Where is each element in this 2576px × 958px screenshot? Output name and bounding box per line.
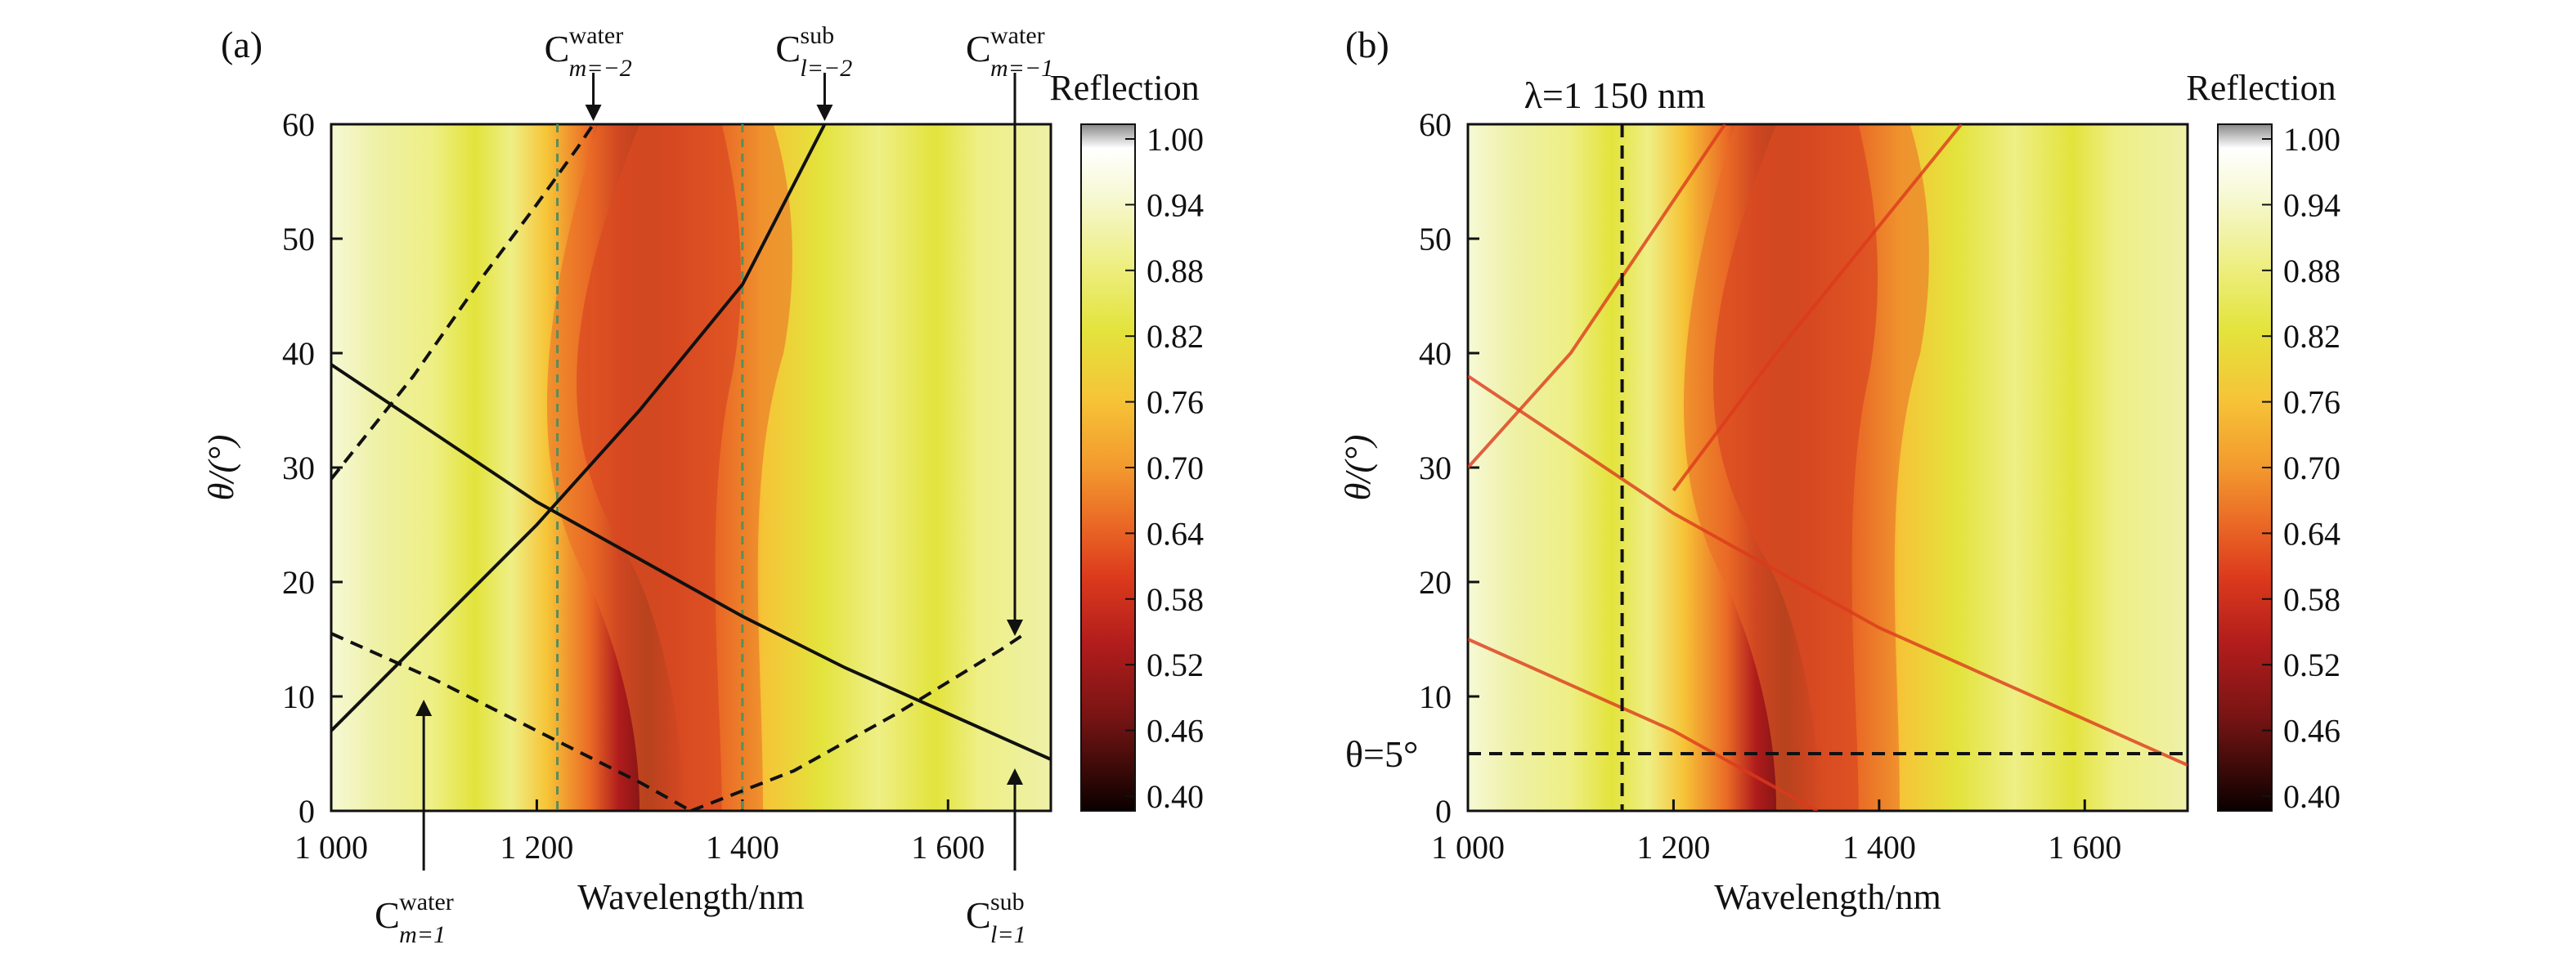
horizontal-marker-label: θ=5° bbox=[1345, 733, 1418, 775]
annotation-label: C bbox=[775, 28, 801, 69]
x-tick-label: 1 000 bbox=[294, 829, 368, 866]
annotation-superscript: sub bbox=[990, 889, 1025, 915]
y-tick-label: 60 bbox=[282, 106, 315, 143]
x-tick-label: 1 600 bbox=[911, 829, 985, 866]
y-tick-label: 30 bbox=[282, 450, 315, 486]
x-tick-label: 1 400 bbox=[706, 829, 779, 866]
dashed-curve bbox=[331, 632, 692, 811]
resonance-trace bbox=[1672, 124, 1963, 492]
x-tick-label: 1 000 bbox=[1431, 829, 1505, 866]
resonance-traces bbox=[1468, 124, 2188, 811]
colorbar-tick-label: 0.58 bbox=[2283, 581, 2340, 618]
colorbar-tick-label: 0.52 bbox=[2283, 647, 2340, 683]
colorbar-tick-label: 0.94 bbox=[1147, 186, 1204, 223]
arrow-head bbox=[816, 105, 833, 121]
y-tick-label: 20 bbox=[1419, 564, 1452, 601]
arrow-head bbox=[585, 105, 602, 121]
colorbar-tick-label: 0.58 bbox=[1147, 581, 1204, 618]
colorbar-tick-label: 0.76 bbox=[1147, 384, 1204, 421]
y-tick-label: 0 bbox=[298, 793, 315, 830]
y-tick-label: 0 bbox=[1435, 793, 1452, 830]
x-axis-label: Wavelength/nm bbox=[577, 877, 805, 917]
annotation-label: C bbox=[545, 28, 570, 69]
annotation-label: C bbox=[966, 28, 991, 69]
panel-b: 1 000 1 200 1 400 1 600 0 10 20 30 40 50 60 Wavelen… bbox=[1338, 24, 2340, 917]
x-tick-label: 1 200 bbox=[1636, 829, 1710, 866]
x-tick-label: 1 200 bbox=[500, 829, 573, 866]
y-tick-label: 40 bbox=[1419, 335, 1452, 372]
annotation-subscript: m=−1 bbox=[990, 55, 1053, 82]
annotation-subscript: l=−2 bbox=[800, 55, 852, 82]
y-tick-label: 10 bbox=[1419, 678, 1452, 715]
resonance-band-outer bbox=[1684, 124, 1929, 811]
overlay-lines bbox=[331, 124, 1051, 811]
resonance-trace bbox=[1468, 638, 1819, 811]
x-tick-label: 1 400 bbox=[1842, 829, 1916, 866]
panel-a: 1 000 1 200 1 400 1 600 0 10 20 30 40 50 60 Wavelen… bbox=[201, 22, 1204, 948]
annotation-subscript: m=1 bbox=[399, 921, 446, 948]
solid-curve bbox=[331, 124, 827, 732]
colorbar-tick-label: 0.82 bbox=[1147, 318, 1204, 355]
solid-curve bbox=[331, 363, 1051, 761]
colorbar-tick-label: 1.00 bbox=[2283, 121, 2340, 158]
colorbar-tick-label: 0.64 bbox=[1147, 515, 1204, 552]
y-axis-label: θ/(°) bbox=[1338, 435, 1378, 501]
colorbar-tick-label: 0.70 bbox=[2283, 450, 2340, 486]
y-tick-label: 40 bbox=[282, 335, 315, 372]
y-tick-label: 10 bbox=[282, 678, 315, 715]
y-tick-label: 50 bbox=[1419, 221, 1452, 257]
heatmap-field bbox=[1468, 124, 2188, 811]
panel-label: (b) bbox=[1345, 24, 1389, 65]
dashed-curve bbox=[690, 632, 1026, 811]
colorbar-tick-label: 0.94 bbox=[2283, 186, 2340, 223]
colorbar-tick-label: 0.40 bbox=[2283, 778, 2340, 815]
arrow-head bbox=[1007, 620, 1023, 636]
panel-label: (a) bbox=[221, 24, 263, 65]
annotation-subscript: l=1 bbox=[990, 921, 1026, 948]
y-tick-label: 50 bbox=[282, 221, 315, 257]
resonance-trace bbox=[1468, 124, 1726, 469]
x-tick-label: 1 600 bbox=[2048, 829, 2121, 866]
colorbar-title: Reflection bbox=[2186, 68, 2336, 108]
arrow-head bbox=[1007, 768, 1023, 785]
y-tick-label: 60 bbox=[1419, 106, 1452, 143]
annotation-label: C bbox=[966, 894, 991, 936]
colorbar-tick-label: 0.70 bbox=[1147, 450, 1204, 486]
annotation-subscript: m=−2 bbox=[569, 55, 632, 82]
annotation-superscript: water bbox=[399, 889, 454, 915]
colorbar-tick-label: 0.88 bbox=[2283, 253, 2340, 289]
arrow-head bbox=[415, 700, 433, 716]
y-tick-label: 20 bbox=[282, 564, 315, 601]
colorbar-tick-label: 0.46 bbox=[2283, 713, 2340, 750]
x-axis-label: Wavelength/nm bbox=[1714, 877, 1941, 917]
resonance-trace bbox=[1468, 374, 2188, 767]
annotation-label: C bbox=[375, 894, 400, 936]
colorbar-tick-label: 0.52 bbox=[1147, 647, 1204, 683]
colorbar-tick-label: 0.88 bbox=[1147, 253, 1204, 289]
annotation-superscript: water bbox=[569, 22, 624, 49]
colorbar-tick-label: 0.82 bbox=[2283, 318, 2340, 355]
dashed-curve bbox=[331, 124, 595, 481]
colorbar-tick-label: 0.64 bbox=[2283, 515, 2340, 552]
y-tick-label: 30 bbox=[1419, 450, 1452, 486]
heatmap-field bbox=[331, 124, 1051, 811]
colorbar-tick-label: 0.76 bbox=[2283, 384, 2340, 421]
colorbar-tick-label: 1.00 bbox=[1147, 121, 1204, 158]
vertical-marker-label: λ=1 150 nm bbox=[1524, 74, 1706, 116]
colorbar-title: Reflection bbox=[1049, 68, 1199, 108]
annotation-superscript: sub bbox=[800, 22, 834, 49]
annotation-superscript: water bbox=[990, 22, 1045, 49]
y-axis-label: θ/(°) bbox=[201, 435, 241, 501]
colorbar-tick-label: 0.46 bbox=[1147, 713, 1204, 750]
colorbar-tick-label: 0.40 bbox=[1147, 778, 1204, 815]
